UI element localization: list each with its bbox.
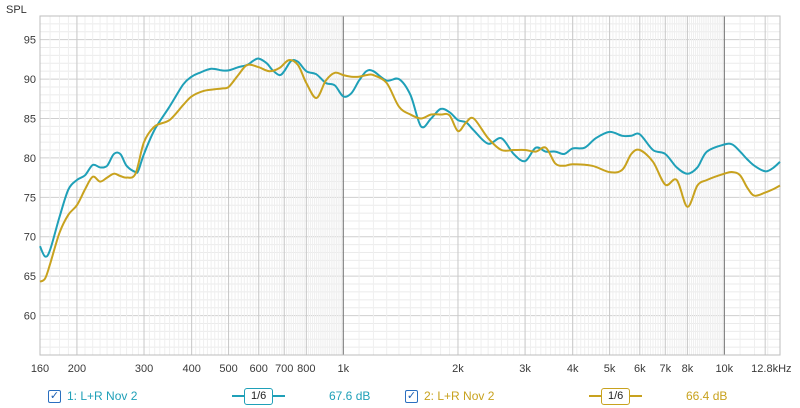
legend-item-2[interactable]: ✓ 2: L+R Nov 2 [405,384,494,408]
x-tick-label: 7k [659,363,671,375]
y-tick-label: 75 [24,192,36,204]
series-2-smoothing-value[interactable]: 1/6 [601,387,631,405]
series-lines [39,57,781,283]
series-1-label: 1: L+R Nov 2 [67,389,138,403]
x-tick-label: 3k [519,363,531,375]
y-tick-label: 60 [24,311,36,323]
y-tick-label: 85 [24,113,36,125]
x-tick-label: 400 [182,363,200,375]
series-2-line-swatch-left [589,395,601,397]
x-tick-label: 500 [219,363,237,375]
series-1-smoothing-value[interactable]: 1/6 [244,387,274,405]
plot-grid [39,15,781,356]
y-tick-label: 80 [24,153,36,165]
series-2-checkbox[interactable]: ✓ [405,389,418,403]
y-tick-label: 65 [24,271,36,283]
x-tick-label: 1k [337,363,349,375]
x-tick-label: 700 [275,363,293,375]
x-tick-label: 12.8kHz [751,363,791,375]
x-tick-label: 10k [715,363,733,375]
y-tick-labels: 60 65 70 75 80 85 90 95 [24,35,36,323]
x-tick-label: 200 [68,363,86,375]
series-2-label: 2: L+R Nov 2 [424,389,495,403]
series-2-smoothing-control[interactable]: 1/6 [589,386,643,406]
x-tick-label: 300 [135,363,153,375]
frequency-response-chart[interactable]: SPL 60 65 70 75 80 85 90 95 160 200 300 400 500 600 7… [0,0,800,380]
series-1-line-swatch-right [273,395,286,397]
x-tick-label: 8k [682,363,694,375]
series-2-level: 66.4 dB [686,389,728,403]
legend-item-1[interactable]: ✓ 1: L+R Nov 2 [48,384,137,408]
x-tick-label: 160 [31,363,49,375]
y-tick-label: 95 [24,35,36,47]
series-1-checkbox[interactable]: ✓ [48,389,61,403]
series-1-smoothing-control[interactable]: 1/6 [232,386,286,406]
x-tick-label: 6k [634,363,646,375]
x-tick-label: 600 [250,363,268,375]
x-tick-label: 5k [604,363,616,375]
series-2-line-swatch-right [630,395,643,397]
series-1-line-swatch-left [232,395,244,397]
legend-bar: ✓ 1: L+R Nov 2 1/6 67.6 dB ✓ 2: L+R Nov … [0,384,800,408]
series-2-line [39,59,781,283]
x-tick-labels: 160 200 300 400 500 600 700 800 1k 2k 3k 4k 5k 6k 7k 8k… [31,363,792,375]
y-tick-label: 90 [24,74,36,86]
x-tick-label: 4k [567,363,579,375]
x-tick-label: 800 [297,363,315,375]
y-axis-title: SPL [6,4,27,16]
x-tick-label: 2k [452,363,464,375]
series-1-level: 67.6 dB [329,389,371,403]
y-tick-label: 70 [24,232,36,244]
